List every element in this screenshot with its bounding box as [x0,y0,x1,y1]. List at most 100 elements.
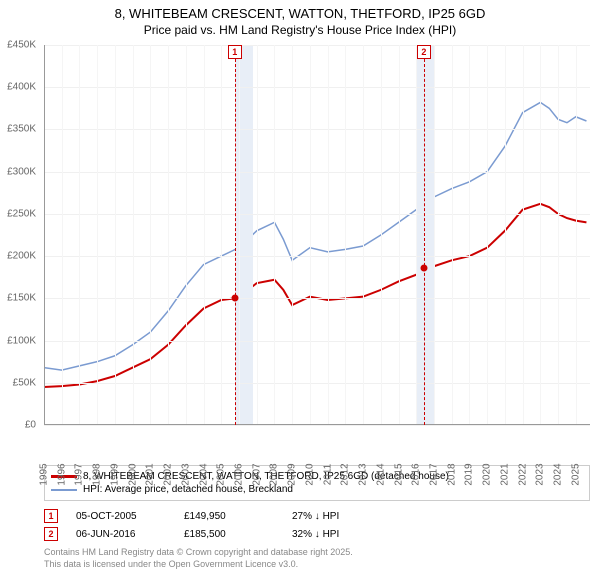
y-tick-label: £50K [13,377,36,388]
x-axis-line [44,424,590,425]
grid-line [345,45,346,425]
grid-line [62,45,63,425]
grid-line [310,45,311,425]
plot-area: 12 [44,45,590,425]
x-tick-label: 2008 [269,463,280,485]
x-tick-label: 2000 [127,463,138,485]
x-tick-label: 1998 [92,463,103,485]
grid-line [274,45,275,425]
marker-dot-1 [231,295,238,302]
x-tick-label: 2019 [464,463,475,485]
y-tick-label: £250K [7,208,36,219]
x-tick-label: 2025 [570,463,581,485]
grid-line [257,45,258,425]
grid-line [44,45,590,46]
grid-line [133,45,134,425]
marker-delta: 27% ↓ HPI [292,511,382,522]
x-tick-label: 1996 [56,463,67,485]
grid-line [328,45,329,425]
grid-line [540,45,541,425]
x-tick-label: 2022 [517,463,528,485]
chart-subtitle: Price paid vs. HM Land Registry's House … [0,23,600,45]
credit-line-2: This data is licensed under the Open Gov… [44,559,590,570]
grid-line [434,45,435,425]
x-tick-label: 2007 [251,463,262,485]
shaded-band [416,45,434,425]
marker-price: £149,950 [184,511,274,522]
marker-box-1: 1 [228,45,242,59]
x-tick-label: 2005 [216,463,227,485]
marker-line [424,59,425,425]
x-tick-label: 2011 [322,464,333,486]
x-tick-label: 1999 [109,463,120,485]
x-tick-label: 2001 [145,463,156,485]
grid-line [487,45,488,425]
grid-line [505,45,506,425]
marker-table-row: 1 05-OCT-2005 £149,950 27% ↓ HPI [44,507,590,525]
x-tick-label: 2015 [393,463,404,485]
x-tick-label: 2023 [535,463,546,485]
y-tick-label: £150K [7,293,36,304]
y-tick-label: £200K [7,251,36,262]
marker-date: 05-OCT-2005 [76,511,166,522]
x-tick-label: 2018 [446,463,457,485]
grid-line [399,45,400,425]
marker-num: 1 [44,509,58,523]
marker-delta: 32% ↓ HPI [292,529,382,540]
chart-svg [44,45,590,425]
x-tick-label: 2017 [429,463,440,485]
y-axis-line [44,45,45,425]
grid-line [452,45,453,425]
y-tick-label: £400K [7,82,36,93]
chart-title: 8, WHITEBEAM CRESCENT, WATTON, THETFORD,… [0,0,600,23]
grid-line [44,172,590,173]
marker-date: 06-JUN-2016 [76,529,166,540]
marker-box-2: 2 [417,45,431,59]
legend-label-2: HPI: Average price, detached house, Brec… [83,484,293,495]
x-tick-label: 2002 [163,463,174,485]
credit-text: Contains HM Land Registry data © Crown c… [44,547,590,570]
grid-line [44,256,590,257]
x-tick-label: 1997 [74,463,85,485]
chart-container: 8, WHITEBEAM CRESCENT, WATTON, THETFORD,… [0,0,600,560]
grid-line [204,45,205,425]
grid-line [186,45,187,425]
grid-line [292,45,293,425]
x-tick-label: 2012 [340,463,351,485]
grid-line [44,87,590,88]
grid-line [79,45,80,425]
x-tick-label: 2013 [358,463,369,485]
x-tick-label: 2009 [287,463,298,485]
grid-line [44,214,590,215]
grid-line [239,45,240,425]
grid-line [381,45,382,425]
shaded-band [235,45,253,425]
x-tick-label: 2014 [375,463,386,485]
marker-line [235,59,236,425]
legend-swatch-hpi [51,489,77,491]
markers-table: 105-OCT-2005£149,95027% ↓ HPI206-JUN-201… [44,507,590,543]
marker-dot-2 [420,265,427,272]
marker-price: £185,500 [184,529,274,540]
x-tick-label: 1995 [39,463,50,485]
marker-table-row: 206-JUN-2016£185,50032% ↓ HPI [44,525,590,543]
grid-line [44,425,590,426]
grid-line [576,45,577,425]
grid-line [150,45,151,425]
y-tick-label: £350K [7,124,36,135]
y-tick-label: £450K [7,40,36,51]
grid-line [416,45,417,425]
x-tick-label: 2016 [411,463,422,485]
grid-line [44,298,590,299]
grid-line [523,45,524,425]
credit-line-1: Contains HM Land Registry data © Crown c… [44,547,590,559]
grid-line [44,129,590,130]
grid-line [44,383,590,384]
y-tick-label: £300K [7,166,36,177]
x-tick-label: 2006 [234,463,245,485]
grid-line [168,45,169,425]
grid-line [221,45,222,425]
grid-line [558,45,559,425]
grid-line [97,45,98,425]
grid-line [469,45,470,425]
